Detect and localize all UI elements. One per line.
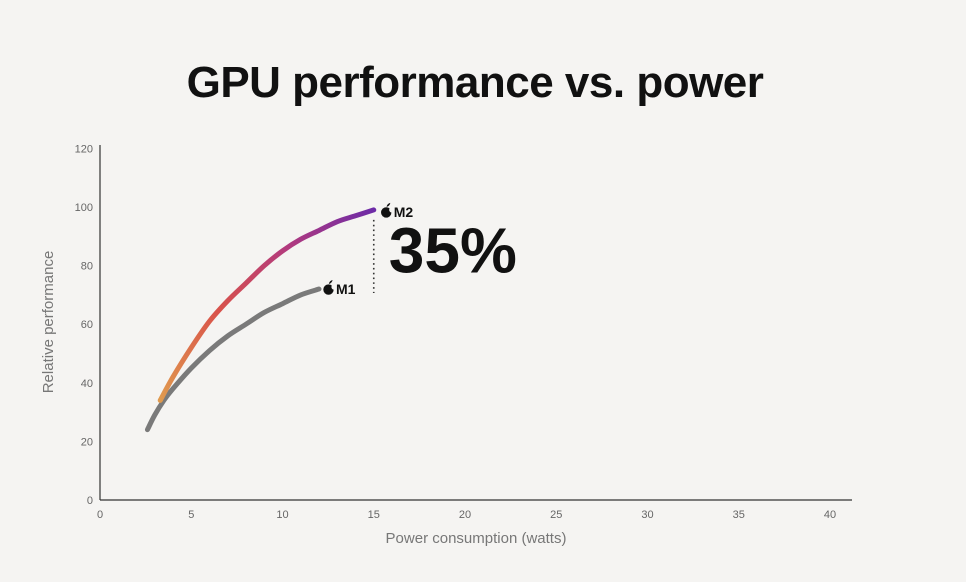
y-axis-label: Relative performance <box>40 251 57 394</box>
y-tick-label: 80 <box>81 261 93 273</box>
y-tick-label: 100 <box>75 202 93 214</box>
series-label-m2: M2 <box>381 202 414 220</box>
x-tick-label: 20 <box>459 509 471 521</box>
x-tick-label: 30 <box>641 509 653 521</box>
series-label-m1: M1 <box>323 280 356 297</box>
apple-logo-icon <box>381 202 395 218</box>
y-tick-label: 120 <box>75 143 93 155</box>
series-name-m2: M2 <box>394 204 414 220</box>
series-line-m1 <box>144 286 322 433</box>
x-tick-label: 0 <box>97 509 103 521</box>
x-tick-label: 40 <box>824 509 836 521</box>
x-tick-label: 35 <box>733 509 745 521</box>
x-tick-label: 5 <box>188 509 194 521</box>
series-line-m2 <box>157 207 377 403</box>
x-tick-label: 15 <box>368 509 380 521</box>
chart-title: GPU performance vs. power <box>186 58 764 107</box>
y-tick-label: 60 <box>81 319 93 331</box>
x-axis-label: Power consumption (watts) <box>386 530 567 547</box>
percent-improvement-label: 35% <box>389 214 517 286</box>
y-tick-label: 0 <box>87 495 93 507</box>
x-tick-label: 10 <box>276 509 288 521</box>
series-name-m1: M1 <box>336 281 356 297</box>
x-tick-label: 25 <box>550 509 562 521</box>
apple-logo-icon <box>323 280 337 295</box>
y-tick-label: 20 <box>81 436 93 448</box>
y-tick-label: 40 <box>81 378 93 390</box>
